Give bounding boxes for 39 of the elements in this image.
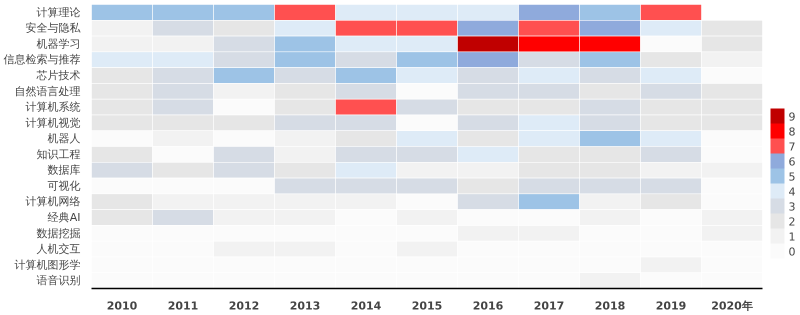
y-tick-label: 自然语言处理 <box>14 84 80 98</box>
x-tick-label: 2014 <box>350 300 382 312</box>
y-tick-label: 机器人 <box>48 132 80 146</box>
x-tick-label: 2017 <box>534 300 564 312</box>
y-tick-label: 安全与隐私 <box>26 22 82 35</box>
x-tick-label: 2018 <box>594 300 626 312</box>
y-tick-label: 信息检索与推荐 <box>4 53 80 66</box>
x-tick-label: 2016 <box>472 300 504 312</box>
y-tick-label: 语音识别 <box>36 274 80 288</box>
y-tick-label: 计算机系统 <box>26 100 80 114</box>
color-bar-label: 4 <box>788 186 796 198</box>
x-tick-label: 2010 <box>106 300 138 312</box>
color-bar-label: 9 <box>788 110 796 124</box>
x-tick-label: 2013 <box>290 300 320 312</box>
y-tick-label: 芯片技术 <box>36 69 80 82</box>
color-bar-label: 0 <box>788 246 796 258</box>
x-tick-label: 2011 <box>168 300 198 312</box>
color-bar-label: 5 <box>788 170 796 184</box>
y-tick-label: 可视化 <box>48 179 80 192</box>
x-tick-label: 2020年 <box>711 300 753 312</box>
y-tick-label: 人机交互 <box>36 242 80 256</box>
x-tick-label: 2012 <box>228 300 260 312</box>
y-tick-label: 数据挖掘 <box>36 226 80 240</box>
x-tick-label: 2015 <box>412 300 442 312</box>
color-bar-label: 1 <box>788 230 796 244</box>
x-tick-label: 2019 <box>656 300 686 312</box>
color-bar-label: 7 <box>788 140 796 154</box>
y-tick-label: 计算机视觉 <box>26 116 80 130</box>
color-bar-label: 2 <box>788 216 796 228</box>
y-tick-label: 计算理论 <box>36 6 80 19</box>
color-bar-label: 3 <box>788 200 796 214</box>
y-tick-label: 机器学习 <box>36 37 80 50</box>
y-tick-label: 经典AI <box>48 211 81 224</box>
y-tick-label: 计算机网络 <box>26 195 80 208</box>
y-tick-label: 数据库 <box>48 164 80 177</box>
y-tick-label: 计算机图形学 <box>14 258 80 272</box>
color-bar-label: 6 <box>788 156 796 168</box>
color-bar-label: 8 <box>788 126 796 138</box>
y-tick-label: 知识工程 <box>36 148 80 161</box>
